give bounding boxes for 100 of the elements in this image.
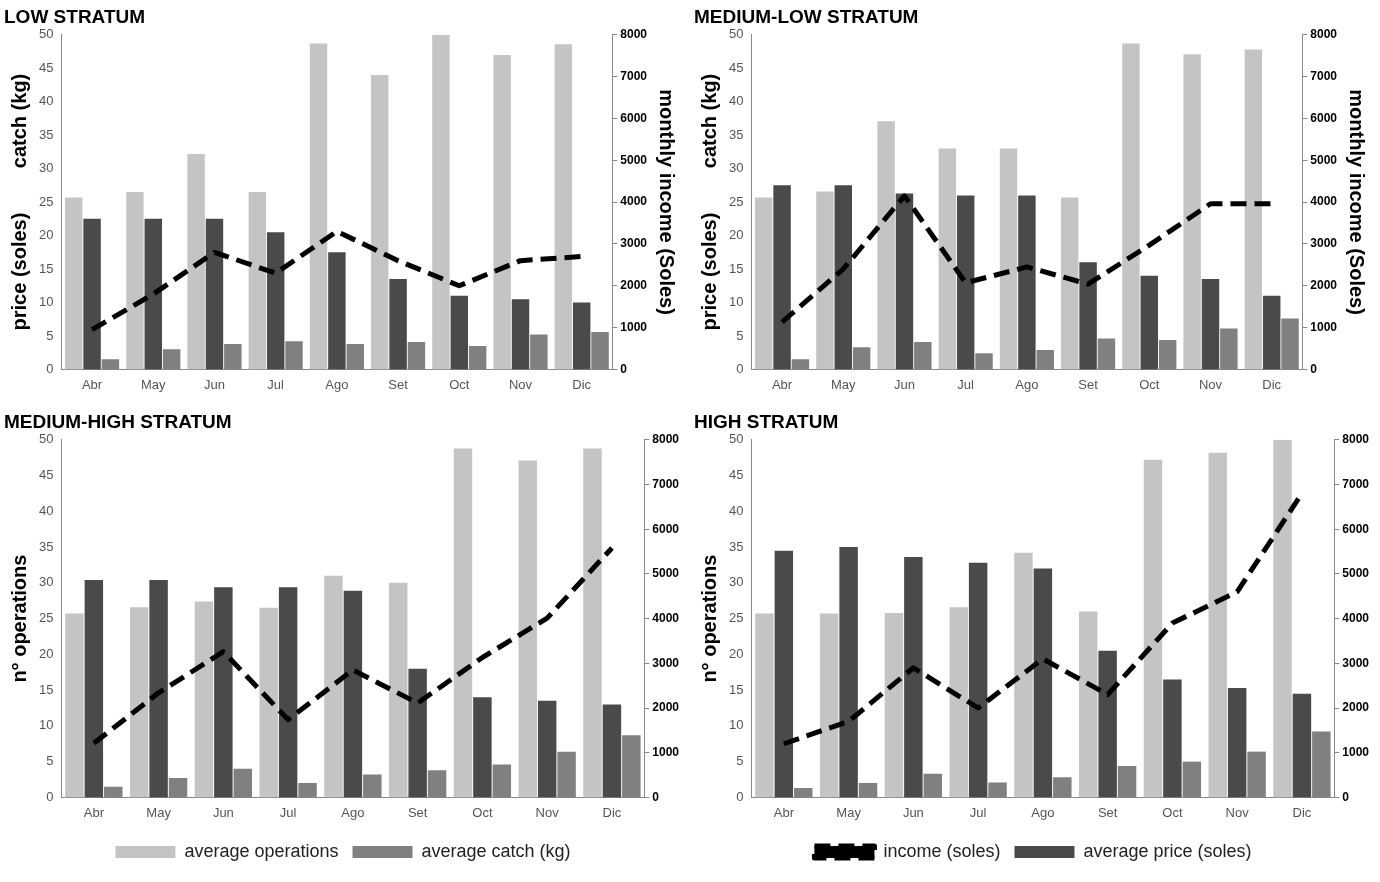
y2-tick-label: 4000: [1310, 194, 1338, 209]
bar: [554, 44, 573, 370]
y2-tick-label: 0: [620, 361, 628, 376]
bar: [129, 607, 149, 798]
y-tick-label: 10: [728, 717, 744, 733]
bar: [324, 575, 343, 798]
bar: [1183, 54, 1201, 370]
x-tick-label: Dic: [1262, 376, 1282, 392]
y-tick-label: 5: [46, 753, 54, 769]
y-tick-label: 25: [38, 610, 54, 626]
x-tick-label: Set: [1078, 376, 1099, 392]
y-tick-label: 50: [38, 431, 54, 447]
y-tick-label: 20: [38, 227, 54, 243]
bar: [1140, 275, 1159, 370]
y-tick-label: 25: [38, 193, 54, 209]
bar: [1244, 49, 1263, 370]
y2-tick-label: 8000: [652, 432, 680, 447]
y2-tick-label: 1000: [620, 319, 648, 334]
bar: [1262, 295, 1281, 370]
bar: [774, 550, 794, 798]
y-tick-label: 25: [728, 610, 744, 626]
x-tick-label: Set: [388, 376, 409, 392]
y2-tick-label: 2000: [1342, 700, 1370, 715]
y-tick-label: 20: [728, 227, 744, 243]
y-axis-title: n° operations: [7, 554, 30, 683]
bar: [1098, 650, 1117, 798]
y-tick-label: 5: [736, 327, 744, 343]
bar: [1201, 279, 1220, 370]
bar: [1078, 611, 1098, 798]
x-tick-label: Dic: [602, 804, 622, 820]
bar: [493, 54, 511, 370]
bar: [259, 607, 278, 798]
y-tick-label: 30: [728, 574, 744, 590]
x-tick-label: Oct: [1139, 376, 1160, 392]
y2-axis-title: monthly income (Soles): [656, 89, 679, 315]
x-tick-label: Jul: [279, 804, 297, 820]
y-tick-label: 45: [38, 467, 54, 483]
x-tick-label: Ago: [341, 804, 365, 820]
x-tick-label: May: [830, 376, 857, 392]
bar: [84, 579, 104, 798]
y-tick-label: 30: [38, 574, 54, 590]
bar: [949, 607, 968, 798]
y-tick-label: 40: [728, 93, 744, 109]
y-tick-label: 35: [728, 538, 744, 554]
bar: [65, 613, 84, 798]
bar: [834, 185, 852, 370]
bar: [572, 302, 591, 370]
y-tick-label: 0: [736, 360, 744, 376]
bar: [278, 587, 298, 798]
x-tick-label: Nov: [1198, 376, 1223, 392]
y-tick-label: 30: [38, 160, 54, 176]
x-tick-label: Oct: [472, 804, 493, 820]
y-tick-label: 40: [728, 502, 744, 518]
y-tick-label: 45: [728, 59, 744, 75]
x-tick-label: Oct: [449, 376, 470, 392]
bar: [473, 697, 492, 798]
bar: [956, 195, 975, 370]
x-tick-label: Ago: [1031, 804, 1055, 820]
x-tick-label: Jul: [969, 804, 987, 820]
y-tick-label: 0: [736, 788, 744, 804]
x-tick-label: Jul: [267, 376, 285, 392]
x-tick-label: Oct: [1162, 804, 1183, 820]
bar: [126, 192, 144, 370]
bar: [999, 148, 1018, 370]
bar: [343, 590, 363, 798]
bar: [194, 601, 214, 798]
bar: [214, 587, 233, 798]
bar: [389, 279, 407, 370]
bar: [968, 562, 988, 798]
y-tick-label: 10: [38, 294, 54, 310]
y-tick-label: 50: [728, 431, 744, 447]
bar: [1122, 43, 1140, 370]
y2-tick-label: 7000: [652, 476, 680, 491]
y-tick-label: 50: [38, 26, 54, 42]
bar: [408, 668, 427, 798]
y2-tick-label: 3000: [1342, 655, 1370, 670]
y-tick-label: 20: [728, 645, 744, 661]
x-tick-label: Set: [1097, 804, 1118, 820]
y2-tick-label: 5000: [1342, 566, 1370, 581]
bar: [884, 612, 904, 798]
y2-tick-label: 7000: [620, 68, 648, 83]
y-tick-label: 50: [728, 26, 744, 42]
y2-tick-label: 5000: [652, 566, 680, 581]
bar: [938, 148, 957, 370]
legend-label: average catch (kg): [421, 840, 571, 861]
y2-tick-label: 6000: [1310, 110, 1338, 125]
y2-tick-label: 3000: [620, 236, 648, 251]
bar: [450, 295, 469, 370]
y2-tick-label: 7000: [1310, 68, 1338, 83]
x-tick-label: Jun: [902, 804, 924, 820]
bar: [1079, 262, 1097, 370]
y2-tick-label: 1000: [652, 745, 680, 760]
bar: [1208, 452, 1227, 798]
bar: [205, 218, 224, 370]
x-tick-label: Set: [407, 804, 428, 820]
x-tick-label: Abr: [771, 376, 793, 392]
chart-title: HIGH STRATUM: [694, 410, 839, 432]
y-tick-label: 40: [38, 93, 54, 109]
y2-tick-label: 1000: [1342, 745, 1370, 760]
y-tick-label: 45: [728, 467, 744, 483]
